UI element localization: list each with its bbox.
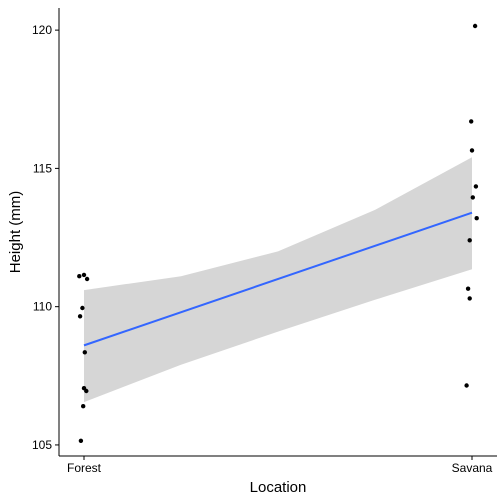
y-tick-label: 110: [33, 300, 52, 314]
data-point: [467, 238, 472, 243]
data-point: [465, 286, 471, 291]
data-point: [470, 195, 475, 200]
fit-line: [83, 211, 473, 347]
data-point: [472, 23, 478, 29]
y-tick-label: 115: [33, 161, 52, 175]
y-ticks: 105 110 115 120: [32, 23, 59, 452]
y-tick-label: 120: [32, 23, 52, 37]
data-point: [81, 272, 87, 278]
data-point: [80, 305, 85, 311]
data-point: [469, 119, 474, 124]
data-point: [78, 438, 84, 443]
data-point: [473, 184, 479, 189]
data-point: [469, 148, 475, 153]
data-point: [467, 296, 472, 301]
data-point: [474, 216, 479, 221]
axes-layer: [58, 8, 497, 457]
x-tick-label: Savana: [452, 461, 493, 475]
x-ticks: Forest Savana: [67, 456, 493, 475]
data-point: [84, 276, 90, 282]
data-point: [82, 350, 88, 355]
fit-line-layer: [83, 211, 473, 347]
x-axis-title: Location: [250, 479, 307, 496]
y-tick-label: 105: [32, 438, 52, 452]
data-point: [81, 404, 86, 409]
data-points-layer: [77, 23, 479, 443]
y-axis-title: Height (mm): [7, 191, 24, 274]
data-point: [77, 274, 82, 279]
data-point: [84, 388, 89, 394]
data-point: [77, 314, 83, 319]
x-tick-label: Forest: [67, 461, 102, 475]
data-point: [464, 383, 469, 388]
